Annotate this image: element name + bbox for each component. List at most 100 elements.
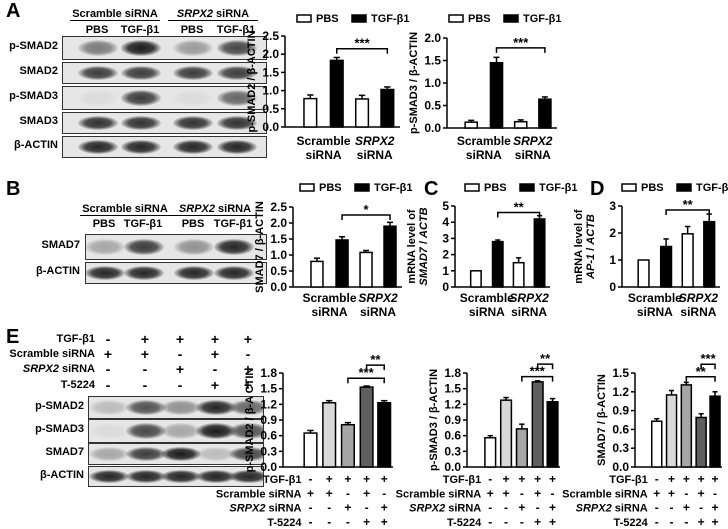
condition-sign: -: [488, 501, 492, 515]
blot-strip-p-smad2: [62, 36, 267, 60]
y-tick-label: 3: [609, 199, 616, 213]
y-tick-label: 0.9: [612, 404, 629, 418]
y-tick-label: 0.3: [260, 444, 277, 458]
bar: [515, 428, 528, 468]
y-tick-label: 0.0: [262, 120, 279, 134]
condition-sign: +: [712, 472, 719, 486]
y-tick-label: 0: [442, 280, 449, 294]
x-category-label: siRNA: [306, 148, 342, 162]
bar-pbs: [469, 270, 482, 288]
condition-sign: -: [551, 486, 555, 500]
blot-band: [196, 400, 236, 415]
legend-swatch: [448, 14, 464, 23]
y-tick-label: 1.8: [260, 366, 277, 380]
blot-row-label: SMAD3: [19, 115, 58, 127]
bar: [322, 402, 337, 468]
bar-tgf1: [383, 225, 397, 288]
y-axis-label-part: p-SMAD3 / β-ACTIN: [408, 32, 420, 134]
y-tick-label: 1.8: [444, 366, 461, 380]
significance-bracket: [536, 363, 554, 370]
legend-label: TGF-β1: [374, 182, 413, 194]
y-tick-label: 0: [609, 280, 616, 294]
condition-sign: -: [488, 472, 492, 486]
condition-sign: -: [684, 486, 688, 500]
condition-sign: -: [365, 501, 369, 515]
bar: [303, 432, 318, 468]
y-tick-label: 0.3: [612, 441, 629, 455]
y-tick-label: 1.5: [444, 382, 461, 396]
x-category-label: SRPX2: [513, 134, 553, 148]
significance-bracket: [495, 47, 546, 53]
condition-sign: -: [382, 486, 386, 500]
y-tick-label: 1.5: [262, 65, 279, 79]
condition-label-italic: SRPX2: [409, 503, 445, 515]
y-tick-label: 1.5: [260, 382, 277, 396]
condition-sign: -: [105, 377, 111, 393]
condition-sign: -: [699, 501, 703, 515]
condition-label-text: Scramble siRNA: [562, 488, 648, 500]
condition-sign: -: [346, 515, 350, 529]
condition-sign: +: [363, 486, 370, 500]
x-category-label: SRPX2: [358, 291, 398, 305]
significance-label: ***: [358, 365, 374, 380]
x-category-label: Scramble: [297, 134, 351, 148]
condition-sign: -: [309, 501, 313, 515]
condition-sign: +: [344, 501, 351, 515]
y-axis-label-part: SMAD7 / β-ACTIN: [254, 201, 266, 293]
blot-row-label: β-ACTIN: [40, 468, 84, 481]
condition-sign: -: [245, 346, 251, 362]
significance-bracket: [365, 364, 385, 371]
blot-row-label: p-SMAD2: [35, 399, 84, 412]
y-tick-label: 2: [442, 248, 449, 262]
significance-bracket: [685, 376, 716, 382]
condition-label-text: T-5224: [614, 517, 649, 529]
bar-pbs: [464, 121, 478, 129]
condition-label-text: TGF-β1: [609, 474, 648, 486]
y-tick-label: 0.5: [424, 99, 441, 113]
legend-label: PBS: [641, 182, 664, 194]
blot-band: [217, 140, 257, 154]
legend-swatch: [503, 14, 519, 23]
condition-sign: +: [549, 515, 556, 529]
blot-row-label: β-ACTIN: [36, 265, 80, 277]
x-category-label: siRNA: [680, 305, 716, 319]
condition-sign: +: [549, 472, 556, 486]
blot-group-label: Scramble siRNA: [70, 8, 160, 21]
significance-bracket: [347, 377, 385, 384]
condition-sign: -: [177, 346, 183, 362]
condition-sign: -: [655, 515, 659, 529]
blot-band: [174, 238, 214, 256]
condition-sign: +: [307, 486, 314, 500]
y-tick-label: 1.0: [424, 76, 441, 90]
y-axis-label-part: AP-1: [585, 254, 597, 280]
x-category-label: siRNA: [466, 148, 502, 162]
condition-sign: -: [309, 515, 313, 529]
y-tick-label: 2.0: [270, 216, 287, 230]
condition-sign: +: [503, 472, 510, 486]
x-category-label: siRNA: [357, 148, 393, 162]
blot-group-label: SRPX2 siRNA: [168, 8, 258, 21]
y-tick-label: 0.0: [270, 280, 287, 294]
y-tick-label: 1.5: [424, 54, 441, 68]
blot-row-label: SMAD7: [41, 239, 80, 251]
bar: [709, 395, 721, 468]
condition-label: T-5224: [614, 517, 649, 529]
y-axis-label-part: mRNA level of: [573, 209, 585, 284]
condition-label: SRPX2 siRNA: [576, 503, 648, 515]
blot-band: [173, 66, 213, 80]
y-axis-label: p-SMAD3 / β-ACTIN: [428, 369, 440, 471]
condition-sign: +: [712, 501, 719, 515]
blot-band: [173, 40, 213, 56]
condition-label: SRPX2 siRNA: [409, 503, 481, 515]
condition-sign: +: [534, 486, 541, 500]
significance-bracket: [341, 214, 391, 220]
condition-sign: +: [175, 361, 185, 377]
condition-label: Scramble siRNA: [9, 348, 95, 360]
panel-label-b: B: [6, 178, 21, 200]
lane-label: PBS: [180, 24, 204, 36]
blot-band: [161, 400, 201, 415]
condition-label-text: siRNA: [445, 503, 481, 515]
y-axis-label: SMAD7 / β-ACTIN: [596, 374, 608, 466]
condition-sign: +: [698, 486, 705, 500]
